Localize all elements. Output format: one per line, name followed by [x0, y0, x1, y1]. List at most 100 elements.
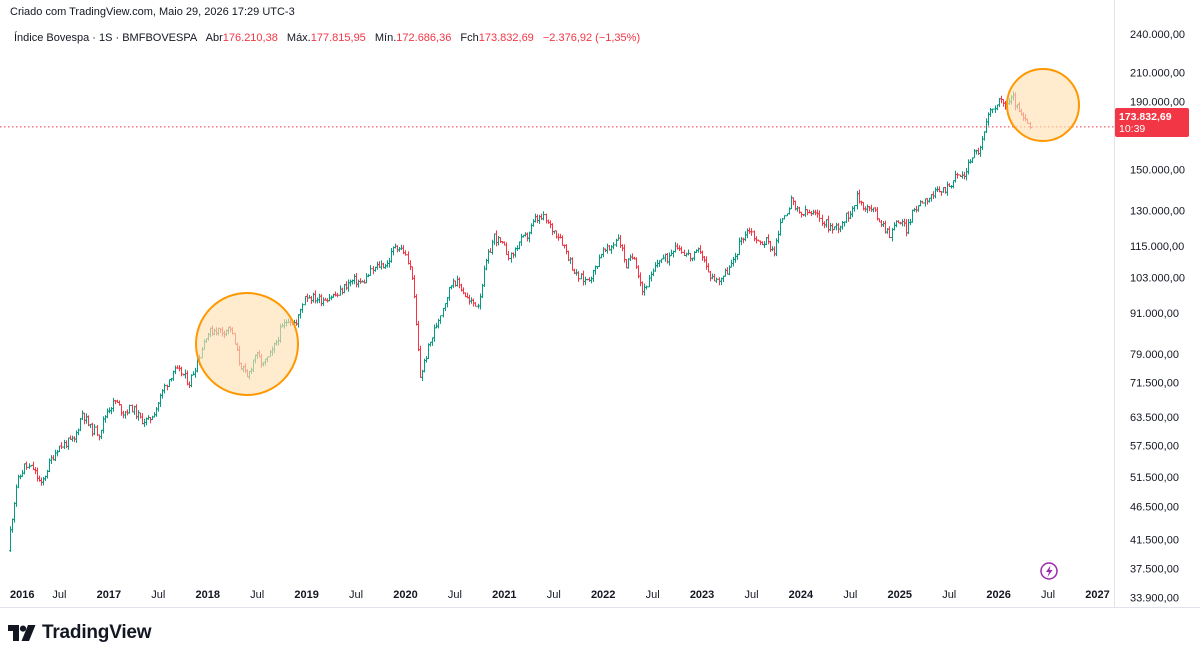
ohlc-bar-478	[994, 105, 997, 113]
ohlc-bar-86	[186, 370, 189, 386]
ohlc-bar-329	[687, 249, 690, 256]
price-tick-7: 91.000,00	[1130, 308, 1179, 320]
ohlc-bar-352	[734, 252, 737, 263]
ohlc-bar-301	[629, 254, 632, 261]
high-label: Máx.	[286, 32, 311, 44]
ohlc-bar-282	[590, 276, 593, 284]
ohlc-bar-312	[652, 268, 655, 277]
ohlc-bar-295	[617, 234, 620, 241]
ohlc-bar-338	[705, 256, 708, 270]
price-tick-3: 150.000,00	[1130, 164, 1185, 176]
ohlc-bar-343	[715, 277, 718, 283]
ohlc-bar-43	[98, 434, 101, 441]
ohlc-bar-213	[448, 286, 451, 301]
ohlc-bar-464	[965, 167, 968, 181]
ohlc-bar-317	[662, 254, 665, 260]
ohlc-bar-242	[507, 251, 510, 261]
highlight-circle-2018[interactable]	[195, 292, 299, 396]
time-tick-3: Jul	[151, 589, 165, 601]
ohlc-bar-413	[860, 200, 863, 206]
ohlc-bar-140	[297, 314, 300, 328]
ohlc-bar-159	[336, 292, 339, 298]
ohlc-bar-427	[888, 226, 891, 239]
low-label: Mín.	[374, 32, 397, 44]
ohlc-bar-300	[627, 258, 630, 269]
ohlc-bar-263	[551, 223, 554, 236]
ohlc-bar-156	[330, 295, 333, 301]
ohlc-bar-316	[660, 258, 663, 264]
ohlc-bar-143	[304, 295, 307, 306]
price-tick-1: 210.000,00	[1130, 67, 1185, 79]
ohlc-bar-173	[365, 273, 368, 284]
ohlc-bar-357	[744, 231, 747, 242]
ohlc-bar-346	[722, 275, 725, 283]
ohlc-bar-358	[746, 228, 749, 239]
price-bars	[9, 91, 1032, 552]
time-tick-21: Jul	[1041, 589, 1055, 601]
ohlc-bar-423	[880, 219, 883, 228]
ohlc-bar-36	[83, 412, 86, 425]
ohlc-bar-472	[981, 136, 984, 151]
ohlc-bar-139	[295, 319, 298, 326]
ohlc-bar-410	[853, 205, 856, 212]
ohlc-bar-281	[588, 277, 591, 282]
ohlc-bar-446	[928, 197, 931, 203]
ohlc-bar-13	[36, 467, 39, 482]
ohlc-bar-480	[998, 97, 1001, 108]
time-tick-0: 2016	[10, 589, 34, 601]
ohlc-bar-449	[934, 187, 937, 199]
ohlc-bar-203	[427, 343, 430, 360]
price-tick-15: 37.500,00	[1130, 563, 1179, 575]
ohlc-bar-261	[547, 219, 550, 224]
ohlc-bar-16	[42, 476, 45, 486]
symbol-label[interactable]: Índice Bovespa · 1S · BMFBOVESPA	[14, 32, 198, 44]
ohlc-bar-455	[946, 181, 949, 196]
ohlc-bar-235	[493, 233, 496, 245]
open-label: Abr	[205, 32, 223, 44]
ohlc-bar-141	[299, 308, 302, 319]
price-tick-0: 240.000,00	[1130, 29, 1185, 41]
ohlc-bar-323	[674, 242, 677, 253]
last-price-tag-value: 173.832,69	[1119, 111, 1172, 123]
ohlc-bar-256	[536, 214, 539, 224]
ohlc-bar-185	[390, 248, 393, 263]
time-tick-22: 2027	[1085, 589, 1109, 601]
ohlc-bar-382	[796, 206, 799, 212]
ohlc-bar-2	[13, 502, 16, 523]
ohlc-bar-444	[924, 198, 927, 207]
ohlc-bar-182	[384, 263, 387, 269]
price-scale: 240.000,00 210.000,00 190.000,00 150.000,00…	[1130, 29, 1185, 604]
ohlc-bar-308	[643, 283, 646, 296]
lightning-alert-icon[interactable]	[1040, 562, 1058, 580]
ohlc-bar-50	[112, 397, 115, 412]
ohlc-bar-368	[767, 234, 770, 245]
ohlc-bar-68	[149, 416, 152, 424]
open-value: 176.210,38	[222, 32, 278, 44]
ohlc-bar-408	[849, 210, 852, 220]
ohlc-bar-3	[15, 484, 18, 507]
ohlc-bar-438	[911, 209, 914, 223]
ohlc-bar-199	[419, 345, 422, 378]
ohlc-bar-247	[518, 241, 521, 250]
price-tick-16: 33.900,00	[1130, 593, 1179, 605]
tradingview-brand[interactable]: TradingView	[8, 622, 152, 644]
ohlc-bar-223	[468, 294, 471, 305]
ohlc-bar-260	[545, 213, 548, 224]
ohlc-bar-202	[425, 355, 428, 363]
price-tick-13: 46.500,00	[1130, 502, 1179, 514]
price-tick-14: 41.500,00	[1130, 534, 1179, 546]
ohlc-bar-259	[542, 211, 545, 221]
highlight-circle-2026[interactable]	[1006, 68, 1080, 142]
ohlc-bar-83	[180, 366, 183, 377]
time-tick-14: 2023	[690, 589, 714, 601]
time-tick-2: 2017	[97, 589, 121, 601]
ohlc-bar-34	[79, 417, 82, 432]
ohlc-bar-215	[452, 278, 455, 288]
ohlc-bar-463	[963, 171, 966, 180]
ohlc-bar-88	[190, 374, 193, 388]
ohlc-bar-359	[748, 227, 751, 234]
ohlc-bar-217	[456, 275, 459, 287]
price-tick-5: 115.000,00	[1130, 241, 1184, 253]
ohlc-bar-238	[499, 237, 502, 244]
